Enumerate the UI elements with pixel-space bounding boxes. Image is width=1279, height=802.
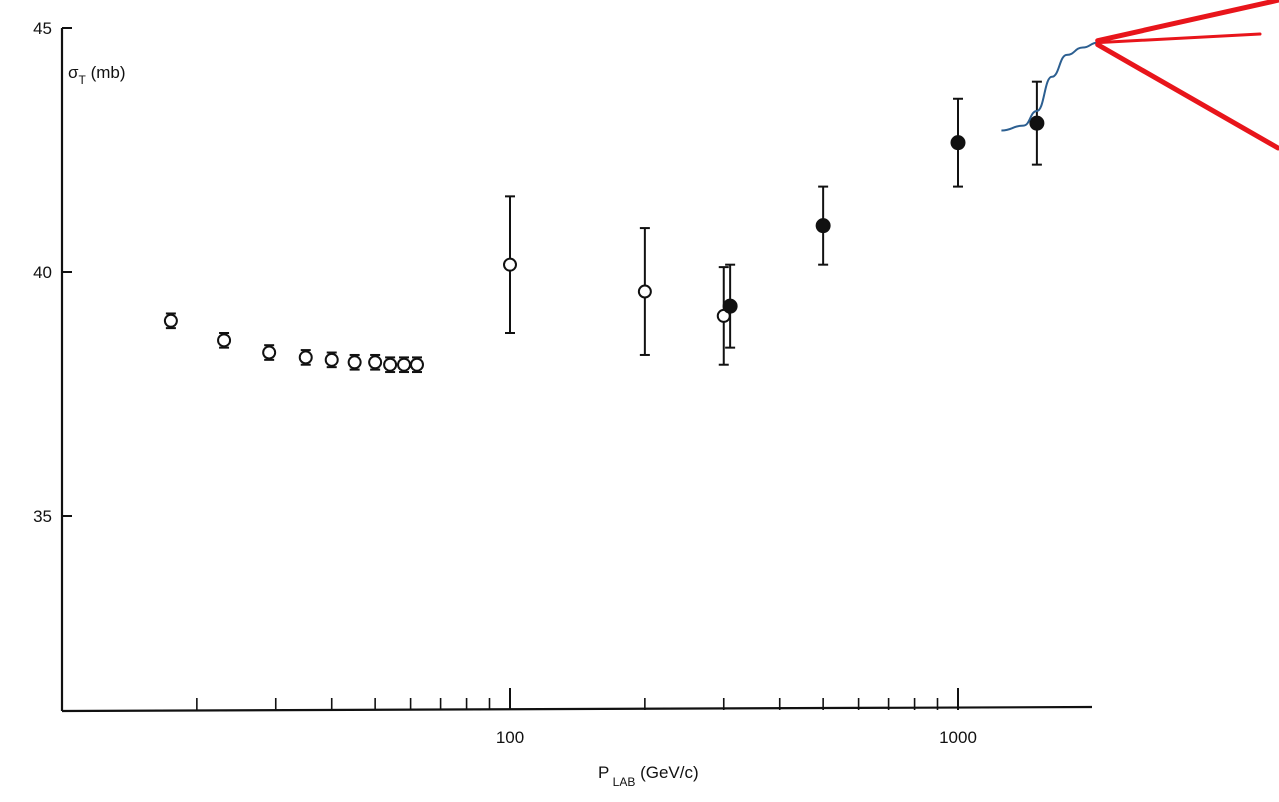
y-axis-label: σT (mb) (68, 63, 126, 87)
open-data-point (397, 357, 412, 372)
filled-data-point (815, 218, 831, 234)
open-data-point (217, 333, 232, 348)
open-data-point (324, 352, 339, 367)
x-axis-label: P LAB (GeV/c) (598, 763, 699, 789)
cone-upper-line (1095, 0, 1279, 44)
cone-lower-line (1095, 42, 1279, 151)
labels: 45 40 35 100 1000 σT (mb) P LAB (GeV/c) (33, 19, 977, 789)
y-tick-label: 40 (33, 263, 52, 282)
open-data-point (383, 357, 398, 372)
filled-data-point (950, 135, 966, 151)
open-data-point (368, 355, 383, 370)
open-data-point (163, 313, 178, 328)
open-data-point (262, 345, 277, 360)
x-tick-label: 100 (496, 728, 524, 747)
data-points (163, 80, 1045, 374)
open-data-point (298, 350, 313, 365)
open-data-point (637, 284, 652, 299)
axes (60, 28, 1093, 713)
filled-data-point (1029, 115, 1045, 131)
x-axis-line (61, 705, 1093, 713)
open-data-point (347, 355, 362, 370)
annotations (1001, 0, 1279, 151)
y-tick-label: 35 (33, 507, 52, 526)
cone-middle-line (1096, 32, 1262, 45)
x-tick-label: 1000 (939, 728, 977, 747)
extrapolation-curve (1001, 41, 1098, 132)
filled-data-point (722, 298, 738, 314)
open-data-point (503, 257, 517, 272)
ticks (62, 27, 959, 710)
y-tick-label: 45 (33, 19, 52, 38)
open-data-point (409, 357, 424, 372)
